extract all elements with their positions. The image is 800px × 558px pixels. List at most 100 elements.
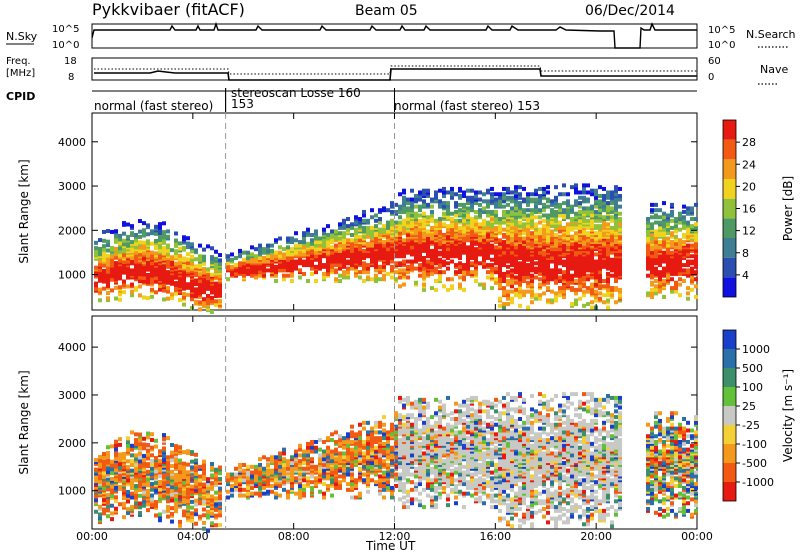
heatmap-cell xyxy=(130,444,134,448)
heatmap-cell xyxy=(418,267,422,271)
heatmap-cell xyxy=(322,275,326,279)
heatmap-cell xyxy=(130,430,134,434)
cpid-segment-label: normal (fast stereo) xyxy=(94,99,213,113)
heatmap-cell xyxy=(338,226,342,230)
heatmap-cell xyxy=(654,229,658,233)
heatmap-cell xyxy=(366,229,370,233)
heatmap-cell xyxy=(154,504,158,508)
heatmap-cell xyxy=(650,233,654,237)
heatmap-cell xyxy=(170,489,174,493)
heatmap-cell xyxy=(594,210,598,214)
heatmap-cell xyxy=(646,224,650,228)
heatmap-cell xyxy=(270,490,274,494)
heatmap-cell xyxy=(450,192,454,196)
heatmap-cell xyxy=(462,194,466,198)
heatmap-cell xyxy=(474,210,478,214)
heatmap-cell xyxy=(122,239,126,243)
heatmap-cell xyxy=(154,500,158,504)
heatmap-cell xyxy=(526,290,530,294)
heatmap-cell xyxy=(162,494,166,498)
heatmap-cell xyxy=(202,463,206,467)
heatmap-cell xyxy=(678,217,682,221)
heatmap-cell xyxy=(686,244,690,248)
heatmap-cell xyxy=(358,275,362,279)
heatmap-cell xyxy=(522,208,526,212)
heatmap-cell xyxy=(514,194,518,198)
heatmap-cell xyxy=(586,210,590,214)
freq-trace xyxy=(94,69,697,80)
heatmap-cell xyxy=(518,252,522,256)
heatmap-cell xyxy=(602,187,606,191)
heatmap-cell xyxy=(462,288,466,292)
heatmap-cell xyxy=(538,228,542,232)
heatmap-cell xyxy=(482,286,486,290)
heatmap-cell xyxy=(466,226,470,230)
heatmap-cell xyxy=(570,263,574,267)
heatmap-cell xyxy=(198,291,202,295)
heatmap-cell xyxy=(594,265,598,269)
heatmap-cell xyxy=(194,472,198,476)
heatmap-cell xyxy=(374,268,378,272)
heatmap-cell xyxy=(498,304,502,308)
heatmap-cell xyxy=(154,445,158,449)
heatmap-cell xyxy=(170,280,174,284)
heatmap-cell xyxy=(458,203,462,207)
heatmap-cell xyxy=(354,228,358,232)
heatmap-cell xyxy=(602,215,606,219)
heatmap-cell xyxy=(178,464,182,468)
heatmap-cell xyxy=(194,522,198,526)
heatmap-cell xyxy=(342,244,346,248)
heatmap-cell xyxy=(602,194,606,198)
heatmap-cell xyxy=(526,281,530,285)
heatmap-cell xyxy=(182,509,186,513)
heatmap-cell xyxy=(530,290,534,294)
heatmap-cell xyxy=(302,478,306,482)
heatmap-cell xyxy=(210,310,214,314)
heatmap-cell xyxy=(430,268,434,272)
heatmap-cell xyxy=(134,254,138,258)
heatmap-cell xyxy=(566,283,570,287)
heatmap-cell xyxy=(182,490,186,494)
heatmap-cell xyxy=(166,488,170,492)
heatmap-cell xyxy=(474,247,478,251)
heatmap-cell xyxy=(358,235,362,239)
heatmap-cell xyxy=(574,190,578,194)
nsky-trace xyxy=(92,24,697,48)
heatmap-cell xyxy=(538,215,542,219)
heatmap-cell xyxy=(146,477,150,481)
heatmap-cell xyxy=(126,244,130,248)
heatmap-cell xyxy=(134,442,138,446)
heatmap-cell xyxy=(466,221,470,225)
heatmap-cell xyxy=(406,265,410,269)
heatmap-cell xyxy=(302,484,306,488)
heatmap-cell xyxy=(522,228,526,232)
heatmap-cell xyxy=(266,254,270,258)
heatmap-cell xyxy=(430,213,434,217)
heatmap-cell xyxy=(618,198,622,202)
heatmap-cell xyxy=(446,205,450,209)
heatmap-cell xyxy=(226,254,230,258)
heatmap-cell xyxy=(510,300,514,304)
heatmap-cell xyxy=(142,228,146,232)
heatmap-cell xyxy=(658,226,662,230)
heatmap-cell xyxy=(478,208,482,212)
heatmap-cell xyxy=(534,208,538,212)
heatmap-cell xyxy=(174,281,178,285)
heatmap-cell xyxy=(498,272,502,276)
heatmap-cell xyxy=(366,242,370,246)
heatmap-cell xyxy=(594,252,598,256)
heatmap-cell xyxy=(558,251,562,255)
heatmap-cell xyxy=(322,453,326,457)
heatmap-cell xyxy=(178,445,182,449)
heatmap-cell xyxy=(162,297,166,301)
heatmap-cell xyxy=(594,290,598,294)
heatmap-cell xyxy=(102,483,106,487)
colorbar-swatch xyxy=(723,258,736,278)
heatmap-cell xyxy=(150,493,154,497)
heatmap-cell xyxy=(566,208,570,212)
heatmap-cell xyxy=(318,448,322,452)
heatmap-cell xyxy=(422,275,426,279)
heatmap-cell xyxy=(678,228,682,232)
heatmap-cell xyxy=(490,199,494,203)
heatmap-cell xyxy=(502,228,506,232)
